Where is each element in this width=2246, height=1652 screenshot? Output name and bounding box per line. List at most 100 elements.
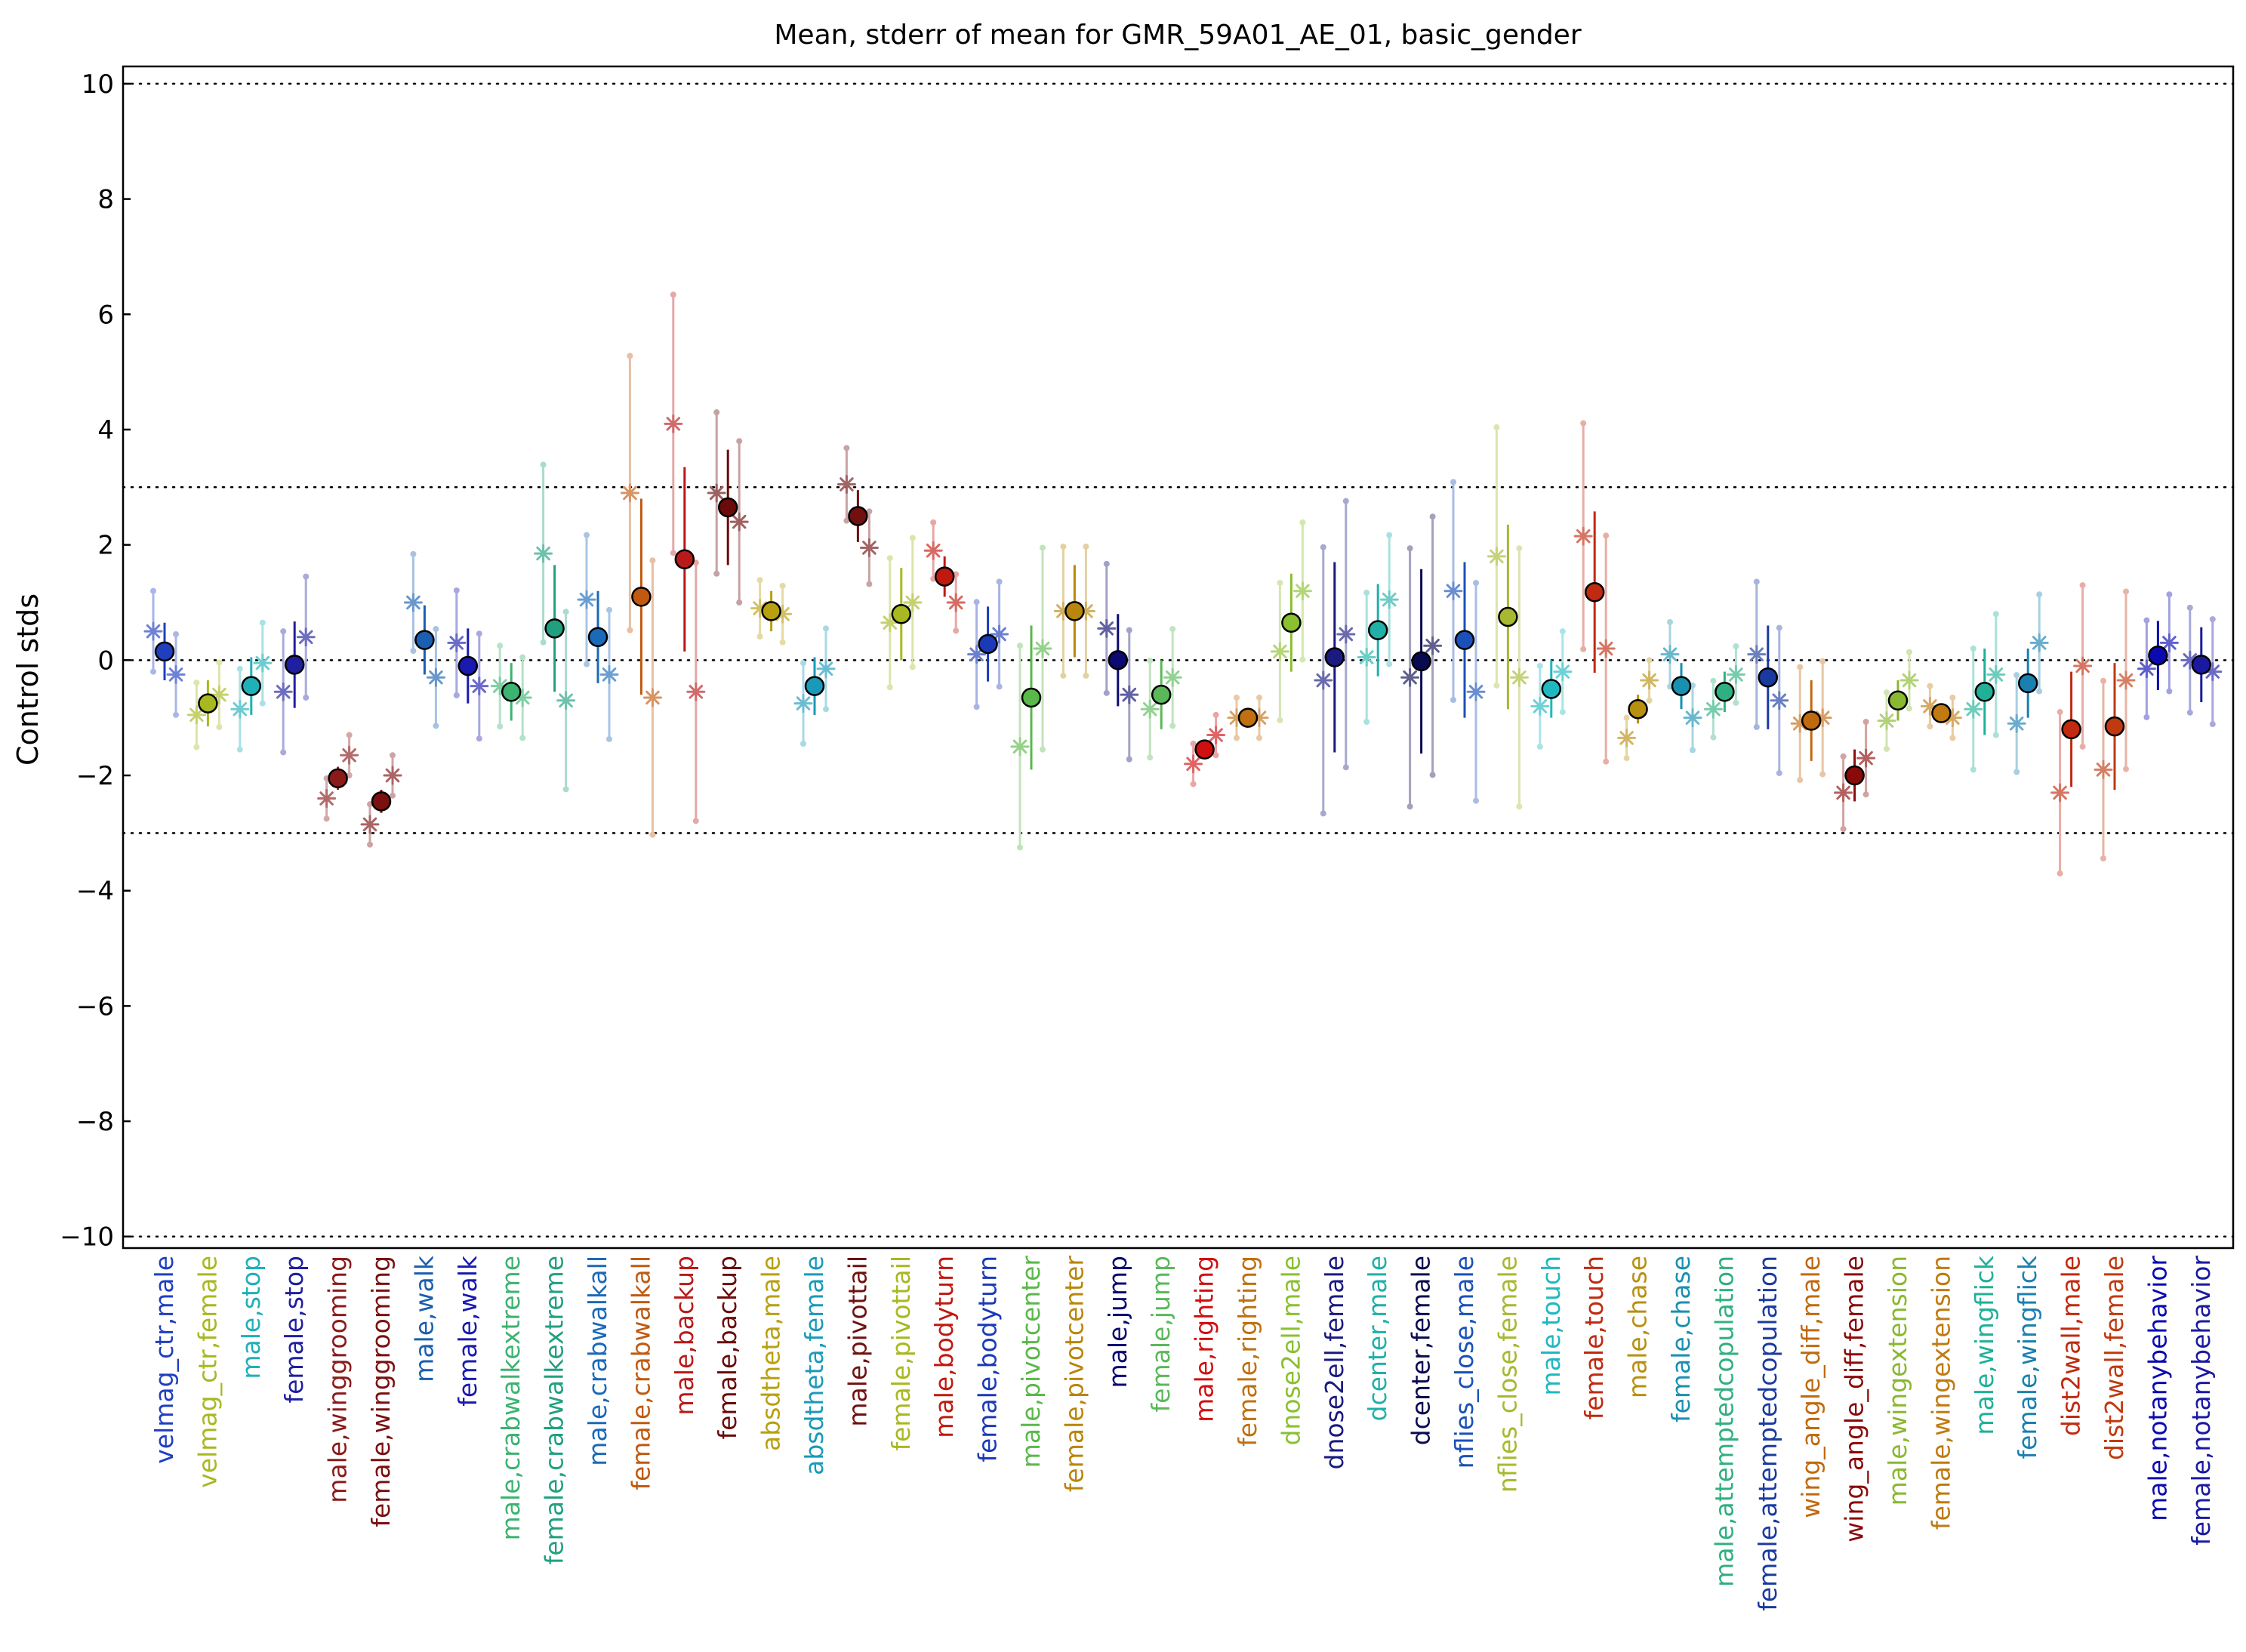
plot-frame: [122, 65, 2235, 1250]
replicate-endpoint: [2013, 769, 2020, 775]
replicate-endpoint: [2166, 591, 2173, 598]
replicate-endpoint: [519, 654, 526, 661]
replicate-star: [1747, 645, 1767, 664]
y-tick-label: −8: [76, 1107, 114, 1137]
mean-point: [631, 587, 652, 607]
replicate-star: [1097, 618, 1117, 638]
category-marks: [186, 659, 229, 750]
replicate-star: [534, 544, 553, 563]
replicate-endpoint: [410, 550, 417, 557]
mean-point: [1974, 682, 1995, 702]
replicate-endpoint: [1212, 752, 1219, 759]
replicate-star: [686, 682, 706, 701]
replicate-endpoint: [280, 628, 287, 635]
replicate-endpoint: [1060, 672, 1067, 679]
category-marks: [880, 535, 923, 691]
category-label: female,touch: [1579, 1256, 1609, 1419]
category-label: male,pivotcenter: [1016, 1256, 1046, 1469]
replicate-endpoint: [1776, 624, 1782, 631]
category-label: female,chase: [1666, 1256, 1696, 1422]
replicate-star: [383, 766, 402, 785]
y-tick-label: −4: [76, 877, 114, 907]
replicate-endpoint: [1320, 544, 1326, 550]
replicate-star: [426, 667, 445, 687]
replicate-star: [1553, 662, 1573, 682]
replicate-star: [664, 414, 683, 433]
replicate-endpoint: [390, 752, 396, 759]
replicate-endpoint: [1256, 694, 1262, 701]
replicate-star: [1206, 726, 1226, 745]
category-marks: [447, 587, 489, 742]
replicate-endpoint: [2143, 714, 2150, 720]
category-marks: [1357, 532, 1399, 726]
replicate-endpoint: [236, 746, 243, 753]
mean-point: [1194, 739, 1215, 760]
mean-point: [1541, 679, 1562, 699]
replicate-star: [166, 664, 186, 684]
y-axis-label: Control stds: [11, 593, 45, 766]
category-label: nflies_close,male: [1450, 1256, 1479, 1469]
replicate-endpoint: [1646, 697, 1653, 704]
replicate-endpoint: [1234, 735, 1240, 741]
replicate-endpoint: [303, 573, 310, 580]
category-label: male,wingextension: [1883, 1256, 1912, 1506]
replicate-star: [1683, 708, 1702, 728]
category-marks: [793, 625, 836, 747]
replicate-endpoint: [736, 438, 743, 445]
replicate-endpoint: [193, 680, 200, 686]
replicate-endpoint: [1710, 734, 1717, 741]
category-marks: [1053, 543, 1095, 679]
replicate-endpoint: [216, 723, 223, 730]
category-marks: [2137, 591, 2179, 720]
replicate-endpoint: [736, 599, 743, 606]
replicate-endpoint: [627, 627, 633, 633]
replicate-endpoint: [2100, 677, 2106, 684]
replicate-star: [1466, 682, 1486, 701]
replicate-endpoint: [1406, 545, 1413, 552]
replicate-endpoint: [1320, 810, 1326, 817]
replicate-star: [1986, 664, 2006, 684]
mean-point: [1628, 698, 1648, 720]
replicate-star: [1877, 710, 1896, 730]
replicate-endpoint: [1299, 656, 1306, 663]
replicate-endpoint: [1040, 746, 1046, 753]
y-tick-label: −2: [76, 761, 114, 791]
replicate-star: [403, 593, 423, 612]
replicate-endpoint: [1884, 689, 1890, 696]
replicate-endpoint: [909, 664, 916, 670]
replicate-endpoint: [1493, 682, 1500, 689]
replicate-star: [2073, 656, 2093, 676]
category-label: dnose2ell,female: [1320, 1256, 1349, 1469]
replicate-endpoint: [973, 599, 980, 606]
category-marks: [707, 409, 749, 606]
replicate-endpoint: [1147, 658, 1154, 664]
replicate-star: [1357, 648, 1376, 667]
mean-point: [978, 633, 998, 655]
replicate-star: [1640, 670, 1659, 690]
category-label: dcenter,male: [1363, 1256, 1392, 1421]
replicate-star: [2093, 760, 2113, 779]
replicate-star: [360, 815, 380, 834]
replicate-endpoint: [1386, 661, 1393, 667]
replicate-endpoint: [1277, 580, 1283, 587]
category-marks: [1617, 657, 1659, 762]
replicate-star: [816, 659, 836, 679]
category-label: absdtheta,female: [800, 1256, 829, 1475]
replicate-star: [2137, 659, 2156, 679]
category-label: female,notanybehavior: [2186, 1256, 2216, 1546]
replicate-star: [577, 590, 596, 609]
category-label: male,jump: [1103, 1256, 1132, 1388]
replicate-endpoint: [150, 668, 156, 675]
replicate-star: [1770, 691, 1789, 710]
mean-point: [2017, 673, 2038, 694]
replicate-endpoint: [2209, 616, 2216, 623]
mean-point: [1324, 647, 1345, 667]
category-marks: [664, 291, 706, 824]
replicate-endpoint: [1623, 714, 1630, 721]
replicate-endpoint: [1819, 771, 1826, 778]
replicate-endpoint: [2186, 604, 2193, 611]
replicate-star: [903, 593, 923, 612]
replicate-endpoint: [1776, 769, 1782, 776]
replicate-endpoint: [1103, 560, 1110, 567]
replicate-endpoint: [1493, 424, 1500, 430]
